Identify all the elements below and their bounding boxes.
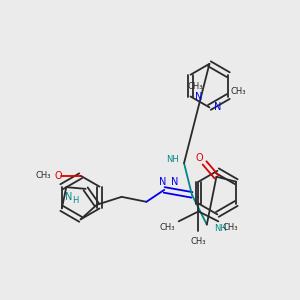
Text: NH: NH xyxy=(166,155,178,164)
Text: CH₃: CH₃ xyxy=(188,82,203,91)
Text: CH₃: CH₃ xyxy=(159,223,175,232)
Text: N: N xyxy=(195,92,202,101)
Text: CH₃: CH₃ xyxy=(230,87,246,96)
Text: O: O xyxy=(54,171,62,181)
Text: N: N xyxy=(64,192,72,202)
Text: NH: NH xyxy=(214,224,227,233)
Text: CH₃: CH₃ xyxy=(191,237,206,246)
Text: CH₃: CH₃ xyxy=(222,223,238,232)
Text: O: O xyxy=(196,153,203,163)
Text: N: N xyxy=(171,178,179,188)
Text: N: N xyxy=(214,102,221,112)
Text: N: N xyxy=(158,177,166,187)
Text: H: H xyxy=(72,196,78,205)
Text: CH₃: CH₃ xyxy=(35,171,51,180)
